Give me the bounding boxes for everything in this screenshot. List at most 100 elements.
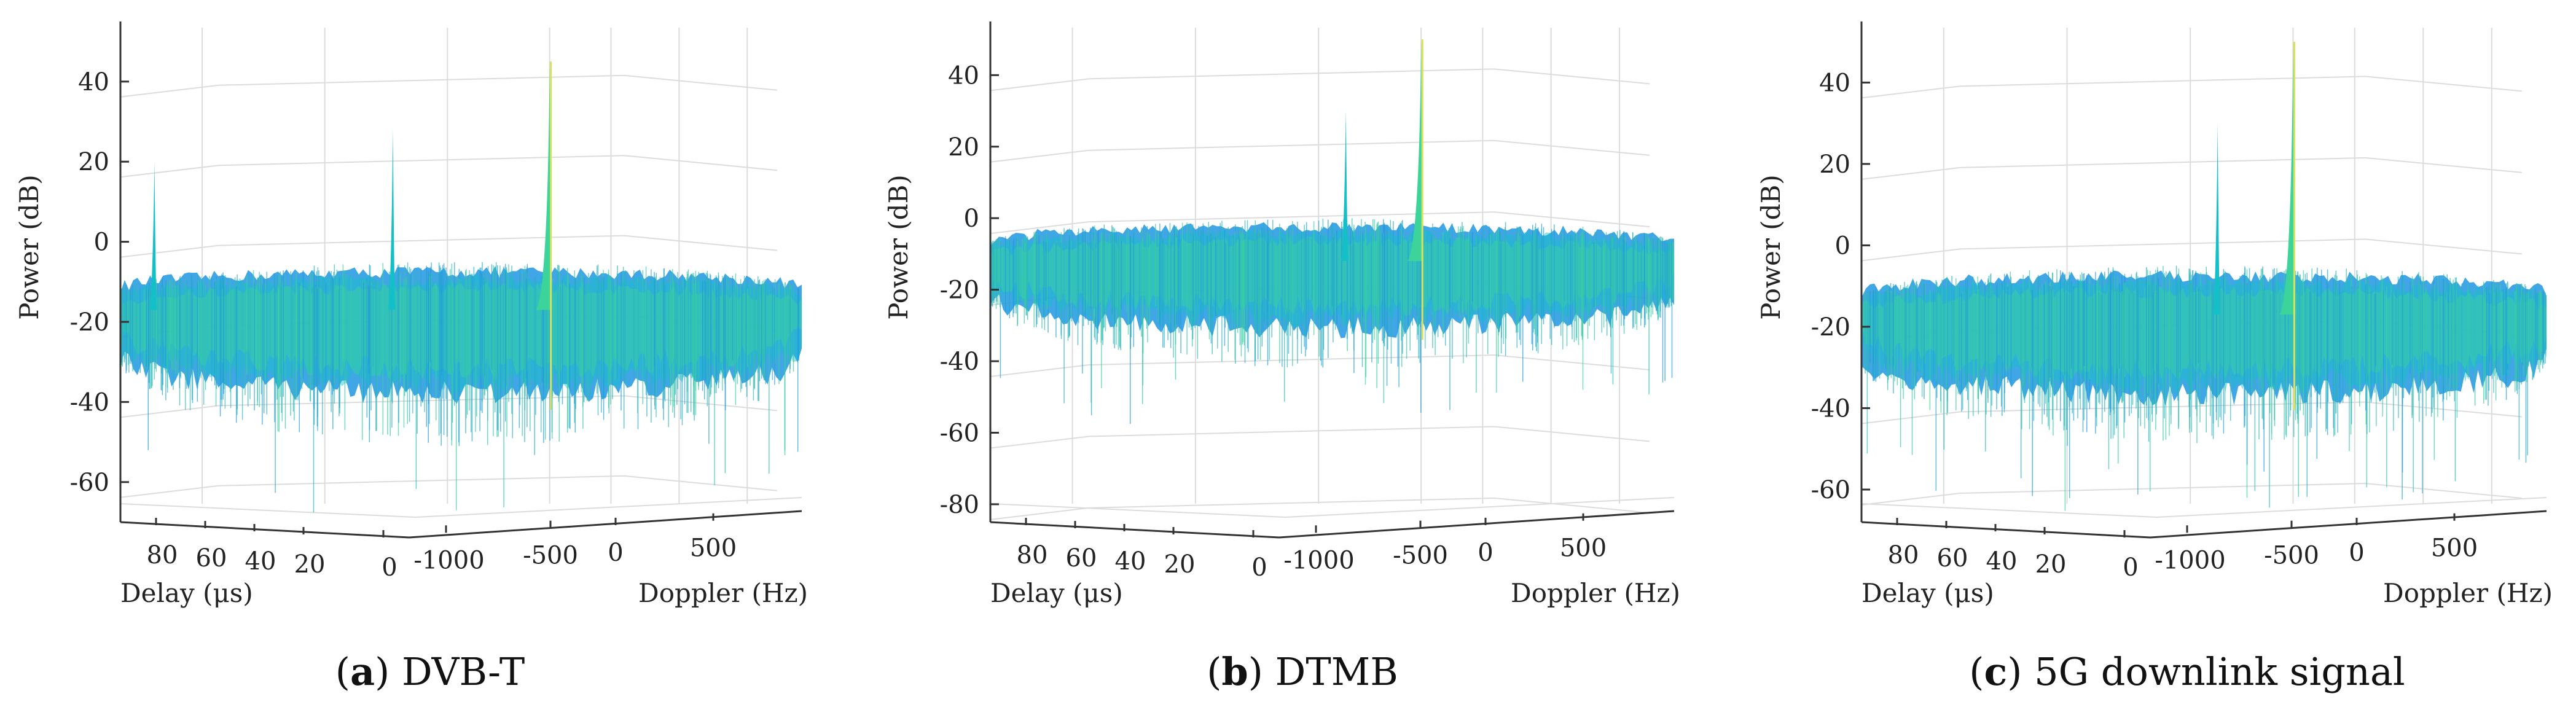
delay-axis-label: Delay (μs) [990,578,1123,608]
z-tick-label: 20 [78,148,109,176]
delay-axis [990,521,1280,539]
z-tick-label: -20 [1811,313,1850,342]
z-tick-label: -60 [70,469,109,497]
z-tick-label: 0 [1835,232,1850,260]
grid-line [120,155,778,178]
delay-tick-label: 80 [1888,541,1919,569]
caption-letter: b [1221,649,1248,694]
delay-tick-label: 80 [147,541,178,569]
z-tick-label: -20 [70,308,109,337]
doppler-tick-label: 500 [690,534,737,563]
z-tick-label: 40 [1819,69,1850,97]
grid-line [1861,157,2523,180]
grid-line [120,497,802,518]
surface [1862,42,2547,511]
grid-line [1861,482,2523,506]
peak [1407,39,1424,262]
delay-tick-label: 40 [1115,547,1146,576]
z-tick-label: -80 [940,491,979,519]
grid-line [990,497,1650,520]
doppler-tick-label: -500 [1393,542,1448,570]
peak [536,61,552,310]
delay-tick-label: 80 [1017,541,1048,569]
peak [149,162,157,310]
panel-caption: (a) DVB-T [335,649,525,694]
surface [990,39,1674,424]
grid [120,28,802,518]
doppler-tick-label: 0 [608,539,623,567]
delay-tick-label: 20 [1164,550,1196,579]
axes: 40 20 0 -20 -40 -60 -80 Power (dB) 80 60 40 20 0 -100… [883,21,1680,608]
z-tick-label: 0 [964,205,979,233]
z-tick-label: 20 [1819,150,1850,179]
grid-line [990,139,1650,163]
axes: 40 20 0 -20 -40 -60 Power (dB) 80 60 40 20 0 -1000 -5… [14,21,808,608]
z-tick-label: -40 [940,348,979,376]
z-tick-label: 0 [94,229,109,257]
peak [2212,123,2220,315]
grid-line [120,475,778,498]
doppler-tick-label: -1000 [1283,546,1354,574]
z-tick-label: -40 [1811,394,1850,423]
z-axis-label: Power (dB) [1756,174,1786,320]
delay-tick-label: 60 [1066,544,1097,572]
grid [1861,28,2547,518]
panel-caption: (c) 5G downlink signal [1969,649,2405,694]
delay-tick-label: 20 [2035,550,2067,579]
delay-axis [120,521,410,539]
caption-text: DTMB [1275,649,1398,694]
doppler-tick-label: -1000 [2155,546,2225,574]
delay-tick-label: 40 [1986,547,2018,576]
delay-tick-label: 0 [1251,553,1267,582]
doppler-axis [409,510,802,539]
grid-line [1861,76,2523,99]
grid-line [990,497,1675,518]
doppler-axis [2150,510,2547,539]
delay-tick-label: 60 [196,544,227,572]
delay-axis-label: Delay (μs) [1862,578,1994,608]
axes: 40 20 0 -20 -40 -60 Power (dB) 80 60 40 20 0 -1000 -5… [1756,21,2553,608]
panel-caption: (b) DTMB [1207,649,1398,694]
chart-panel-a: 40 20 0 -20 -40 -60 Power (dB) 80 60 40 20 0 -1000 -5… [14,21,808,694]
caption-text: 5G downlink signal [2034,649,2405,694]
caption-letter: a [350,649,375,694]
surface [120,61,802,512]
doppler-tick-label: 0 [2349,539,2364,567]
grid-line [1861,497,2547,518]
grid-line [120,235,778,258]
grid-line [990,211,1650,235]
doppler-axis [1278,510,1675,539]
chart-panel-b: 40 20 0 -20 -40 -60 -80 Power (dB) 80 60 40 20 0 -100… [883,21,1680,694]
z-tick-label: 20 [948,133,979,162]
delay-axis [1861,521,2151,539]
z-tick-label: -60 [1811,476,1850,504]
doppler-tick-label: -1000 [413,546,484,574]
z-axis-label: Power (dB) [14,174,44,320]
grid-line [120,395,778,418]
doppler-tick-label: -500 [2264,542,2319,570]
grid-line [990,68,1650,92]
caption-letter: c [1984,649,2007,694]
delay-tick-label: 0 [2123,553,2138,582]
z-tick-label: -40 [70,388,109,416]
doppler-axis-label: Doppler (Hz) [2383,578,2553,608]
grid-line [990,426,1650,449]
z-tick-label: -60 [940,419,979,447]
delay-tick-label: 20 [294,550,326,579]
chart-panel-c: 40 20 0 -20 -40 -60 Power (dB) 80 60 40 20 0 -1000 -5… [1756,21,2553,694]
doppler-axis-label: Doppler (Hz) [638,578,808,608]
doppler-tick-label: 500 [1560,534,1607,563]
doppler-axis-label: Doppler (Hz) [1511,578,1680,608]
peak [2279,42,2296,315]
doppler-tick-label: -500 [523,542,578,570]
z-tick-label: 40 [948,61,979,90]
delay-axis-label: Delay (μs) [120,578,253,608]
z-axis-label: Power (dB) [883,174,914,320]
grid-line [120,74,778,98]
delay-tick-label: 60 [1937,544,1968,572]
peak [388,130,396,310]
z-tick-label: -20 [940,276,979,305]
grid-line [990,354,1650,378]
grid-line [1861,238,2523,262]
